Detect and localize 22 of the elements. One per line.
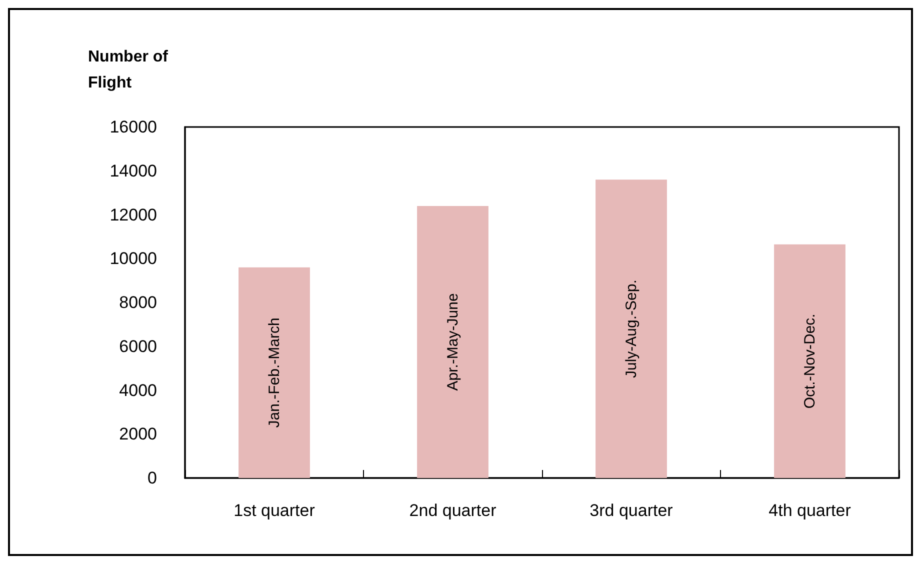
y-axis-title: Number of Flight (88, 48, 172, 92)
x-tick-label: 2nd quarter (409, 501, 497, 520)
y-tick-label: 2000 (119, 424, 157, 444)
y-tick-label: 16000 (110, 118, 157, 136)
x-tick-label: 3rd quarter (590, 501, 674, 520)
y-tick-label: 0 (148, 468, 157, 488)
bar (774, 244, 846, 478)
y-tick-label: 12000 (110, 205, 157, 224)
annotation: Jan.-Feb.-March (266, 318, 283, 428)
x-tick-label: 4th quarter (768, 501, 852, 520)
bar (238, 267, 310, 478)
y-tick-label: 4000 (119, 380, 157, 400)
annotation: Apr.-May-June (444, 293, 462, 391)
bar (417, 206, 488, 478)
y-tick-label: 6000 (119, 336, 157, 356)
bar (596, 180, 667, 478)
y-tick-label: 8000 (119, 293, 157, 312)
x-tick-label: 1st quarter (234, 501, 316, 520)
annotation: July-Aug.-Sep. (622, 280, 640, 378)
y-tick-label: 10000 (110, 249, 157, 268)
y-tick-label: 14000 (110, 161, 157, 180)
annotation: Oct.-Nov-Dec. (801, 314, 818, 409)
